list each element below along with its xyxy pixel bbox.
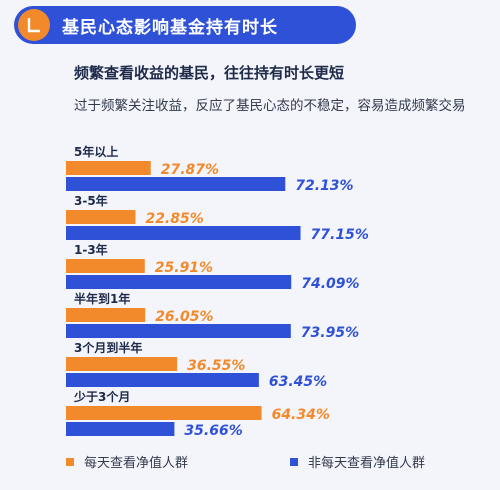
data-label: 26.05% (155, 309, 213, 325)
corner-icon (18, 9, 50, 41)
bar-daily (66, 308, 146, 322)
legend-label-not-daily: 非每天查看净值人群 (308, 456, 426, 471)
data-label: 27.87% (161, 162, 219, 178)
category-label: 少于3个月 (73, 389, 130, 404)
data-label: 73.95% (301, 325, 359, 341)
chart-subtitle: 频繁查看收益的基民，往往持有时长更短 (74, 64, 345, 82)
legend-label-daily: 每天查看净值人群 (84, 456, 189, 471)
data-label: 74.09% (301, 276, 359, 292)
bar-not-daily (66, 275, 292, 289)
category-label: 3个月到半年 (74, 340, 142, 355)
data-label: 64.34% (272, 407, 330, 423)
data-label: 77.15% (311, 227, 369, 243)
legend-swatch-not-daily (290, 457, 298, 466)
bar-not-daily (66, 177, 286, 191)
legend-item-daily: 每天查看净值人群 (66, 452, 188, 471)
bar-daily (66, 161, 151, 175)
bar-chart: 5年以上 27.87% 72.13% 3-5年 22.85% 77.15% 1-3年 25.9… (66, 144, 369, 439)
legend-swatch-daily (66, 457, 74, 466)
legend-item-not-daily: 非每天查看净值人群 (290, 452, 425, 471)
category-label: 半年到1年 (74, 291, 130, 306)
bar-not-daily (66, 226, 301, 240)
category-label: 5年以上 (74, 144, 118, 159)
bar-daily (66, 259, 145, 273)
section-title: 基民心态影响基金持有时长 (62, 17, 278, 38)
bar-not-daily (66, 373, 259, 387)
bar-daily (66, 210, 136, 224)
data-label: 35.66% (184, 423, 242, 439)
data-label: 22.85% (145, 211, 203, 227)
data-label: 36.55% (187, 358, 245, 374)
chart-description: 过于频繁关注收益，反应了基民心态的不稳定，容易造成频繁交易 (74, 98, 466, 114)
data-label: 63.45% (269, 374, 327, 390)
section-header: 基民心态影响基金持有时长 (14, 6, 356, 44)
bar-not-daily (66, 324, 291, 338)
bar-daily (66, 357, 178, 371)
category-label: 1-3年 (74, 242, 108, 257)
bar-not-daily (66, 422, 175, 436)
category-label: 3-5年 (74, 193, 108, 208)
bar-daily (66, 406, 262, 420)
data-label: 25.91% (155, 260, 213, 276)
data-label: 72.13% (295, 178, 353, 194)
